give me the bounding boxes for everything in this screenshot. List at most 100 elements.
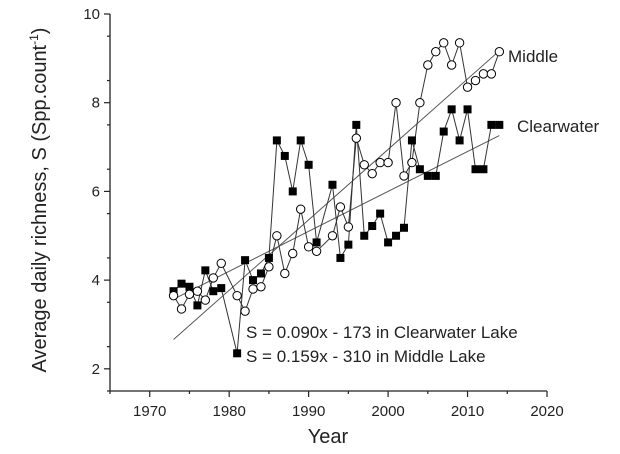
x-tick-label: 1970	[133, 403, 166, 420]
data-point-clearwater	[201, 266, 210, 275]
data-point-clearwater	[264, 253, 273, 262]
y-tick-label: 10	[83, 6, 100, 23]
data-point-clearwater	[328, 180, 337, 189]
data-point-clearwater	[376, 209, 385, 218]
data-point-middle	[439, 38, 449, 48]
data-point-clearwater	[439, 127, 448, 136]
data-point-clearwater	[249, 276, 258, 285]
data-point-middle	[478, 69, 489, 79]
data-point-middle	[168, 290, 179, 301]
series-label-clearwater: Clearwater	[517, 117, 600, 136]
data-point-middle	[272, 231, 282, 241]
data-point-middle	[343, 222, 354, 232]
data-point-clearwater	[304, 160, 313, 169]
y-ticks: 2 4 6 8 10	[83, 6, 110, 392]
data-point-middle	[391, 98, 401, 108]
data-point-middle	[399, 171, 409, 181]
x-axis-title: Year	[308, 426, 349, 448]
data-point-middle	[176, 304, 187, 314]
data-point-clearwater	[463, 105, 472, 114]
data-point-middle	[200, 295, 211, 305]
data-point-middle	[280, 268, 290, 279]
data-point-middle	[415, 98, 425, 108]
data-point-clearwater	[209, 287, 218, 296]
data-point-middle	[494, 47, 505, 57]
series-label-middle: Middle	[508, 47, 558, 66]
y-axis-title-main: Average daily richness, S (Spp.count	[29, 44, 51, 372]
y-axis-title-superscript: -1	[27, 34, 41, 45]
annotation-clearwater-equation: S = 0.090x - 173 in Clearwater Lake	[246, 323, 518, 342]
data-point-clearwater	[288, 187, 297, 196]
series-line-middle	[173, 40, 500, 313]
data-point-clearwater	[423, 171, 432, 180]
data-point-clearwater	[431, 171, 440, 180]
data-point-middle	[454, 38, 465, 48]
y-axis-title-close: )	[29, 28, 51, 35]
data-point-middle	[486, 69, 497, 79]
data-point-middle	[256, 282, 266, 292]
data-point-clearwater	[312, 238, 321, 247]
data-point-middle	[462, 82, 473, 92]
data-point-middle	[295, 204, 306, 214]
x-tick-label: 1990	[292, 403, 325, 420]
data-point-middle	[232, 290, 242, 301]
plot-area	[168, 38, 505, 358]
data-point-clearwater	[241, 256, 250, 265]
y-tick-label: 6	[92, 183, 100, 200]
data-point-middle	[470, 75, 481, 86]
data-point-middle	[446, 60, 457, 70]
data-point-clearwater	[392, 231, 401, 240]
data-point-clearwater	[479, 165, 488, 174]
data-point-clearwater	[336, 253, 345, 262]
annotation-middle-equation: S = 0.159x - 310 in Middle Lake	[246, 347, 486, 366]
data-point-middle	[248, 284, 258, 294]
trend-line-middle	[173, 50, 500, 340]
data-point-clearwater	[344, 240, 353, 249]
data-point-clearwater	[185, 282, 194, 291]
data-point-clearwater	[360, 231, 369, 240]
data-point-middle	[431, 47, 441, 57]
data-point-middle	[184, 289, 195, 300]
data-point-clearwater	[193, 301, 202, 310]
data-point-clearwater	[384, 238, 393, 247]
data-point-clearwater	[296, 136, 305, 145]
data-point-middle	[351, 133, 362, 143]
data-point-middle	[216, 258, 226, 268]
data-point-middle	[423, 60, 433, 70]
data-point-middle	[335, 202, 346, 212]
x-tick-label: 2020	[530, 403, 563, 420]
data-point-clearwater	[399, 223, 408, 232]
data-point-clearwater	[217, 284, 226, 293]
x-tick-label: 2010	[451, 403, 484, 420]
data-point-clearwater	[272, 136, 281, 145]
series-line-clearwater	[173, 107, 500, 354]
data-point-middle	[327, 231, 338, 241]
data-point-clearwater	[471, 165, 480, 174]
x-tick-label: 2000	[371, 403, 404, 420]
data-point-clearwater	[407, 136, 416, 145]
data-point-middle	[367, 168, 377, 179]
data-point-middle	[407, 157, 417, 168]
data-point-clearwater	[256, 269, 265, 278]
data-point-middle	[311, 246, 322, 256]
y-tick-label: 8	[92, 95, 100, 112]
x-ticks: 1970 1980 1990 2000 2010 2020	[109, 391, 564, 420]
data-point-clearwater	[415, 165, 424, 174]
data-point-clearwater	[495, 120, 504, 129]
data-point-middle	[303, 242, 314, 252]
data-point-middle	[208, 273, 218, 283]
data-point-middle	[264, 262, 274, 272]
y-tick-label: 4	[92, 272, 100, 289]
data-point-clearwater	[280, 151, 289, 160]
data-point-clearwater	[447, 105, 456, 114]
y-tick-label: 2	[92, 361, 100, 378]
data-point-middle	[288, 248, 298, 259]
data-point-clearwater	[233, 349, 242, 358]
y-axis-title: Average daily richness, S (Spp.count-1)	[27, 28, 51, 373]
data-point-clearwater	[177, 279, 186, 288]
data-point-clearwater	[368, 222, 377, 231]
data-point-clearwater	[455, 136, 464, 145]
data-point-clearwater	[487, 120, 496, 129]
x-tick-label: 1980	[212, 403, 245, 420]
